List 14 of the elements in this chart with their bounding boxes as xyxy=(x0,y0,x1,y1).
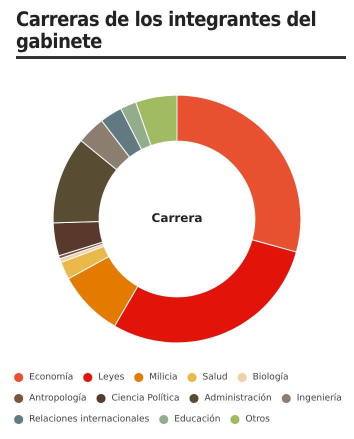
legend-label: Biología xyxy=(252,372,289,382)
legend-label: Economía xyxy=(29,372,74,382)
legend-label: Milicia xyxy=(149,372,178,382)
legend-label: Salud xyxy=(202,372,228,382)
legend-label: Antropología xyxy=(29,392,87,404)
legend-label: Relaciones internacionales xyxy=(29,414,150,424)
legend-label: Administración xyxy=(204,392,272,404)
legend-label: Otros xyxy=(245,414,270,424)
text: Carrera xyxy=(152,211,202,225)
legend-label: Ingeniería xyxy=(296,392,342,404)
legend-label: Educación xyxy=(174,414,220,424)
chart-title: Carreras de los integrantes del gabinete xyxy=(16,7,346,59)
legend-label: Leyes xyxy=(98,372,125,382)
legend-label: Ciencia Política xyxy=(112,392,180,404)
